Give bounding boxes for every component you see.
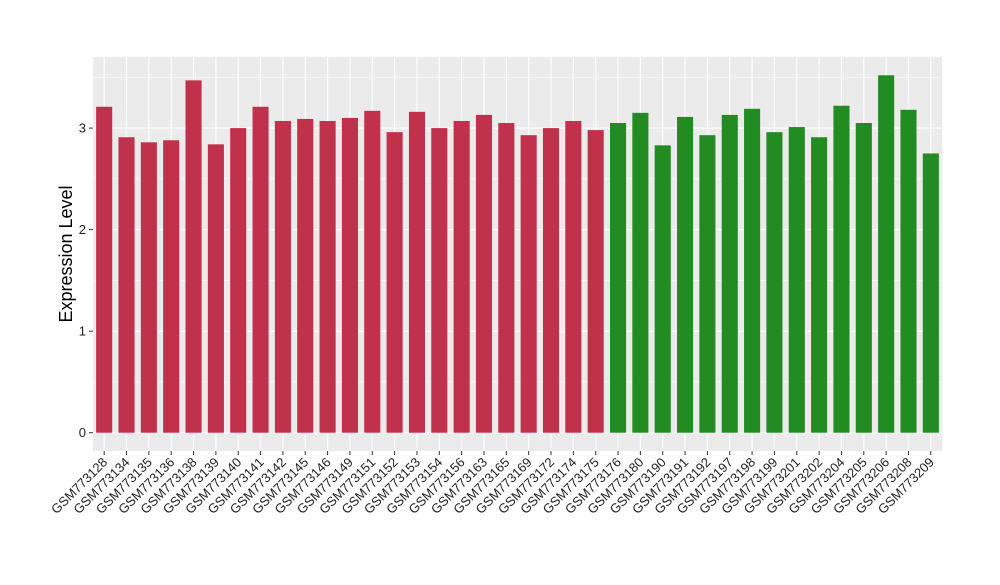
bar-GSM773191	[677, 116, 694, 433]
bar-GSM773206	[878, 75, 895, 433]
bar-GSM773128	[96, 106, 113, 433]
bar-GSM773172	[542, 128, 560, 433]
bar-GSM773141	[252, 106, 269, 433]
bar-GSM773156	[453, 120, 470, 433]
bar-GSM773136	[163, 140, 180, 433]
bar-GSM773149	[341, 117, 358, 433]
bar-GSM773176	[609, 123, 627, 433]
bar-GSM773174	[565, 120, 582, 433]
bar-GSM773180	[632, 112, 649, 433]
y-tick-label: 0	[79, 425, 86, 440]
bar-GSM773198	[744, 108, 761, 433]
x-axis: GSM773128GSM773134GSM773135GSM773136GSM7…	[48, 451, 937, 517]
bar-GSM773199	[766, 132, 783, 433]
bar-GSM773139	[207, 144, 224, 433]
y-axis: 0 1 2 3	[79, 121, 93, 440]
bar-GSM773202	[811, 137, 828, 433]
y-tick-label: 2	[79, 222, 86, 237]
y-tick-label: 1	[79, 324, 86, 339]
bar-GSM773146	[319, 120, 336, 433]
bar-GSM773165	[498, 123, 515, 433]
y-tick-label: 3	[79, 121, 86, 136]
bar-GSM773192	[699, 135, 716, 433]
bar-GSM773205	[855, 123, 872, 433]
bar-GSM773190	[654, 145, 671, 433]
bars	[96, 75, 939, 433]
bar-GSM773142	[274, 120, 291, 433]
bar-GSM773152	[386, 132, 403, 433]
bar-GSM773135	[140, 142, 157, 433]
bar-GSM773154	[431, 128, 448, 433]
bar-GSM773151	[364, 110, 381, 433]
bar-GSM773153	[408, 111, 426, 433]
bar-GSM773197	[721, 114, 738, 433]
y-axis-label: Expression Level	[56, 185, 76, 322]
bar-GSM773209	[922, 153, 939, 433]
bar-GSM773208	[900, 109, 917, 433]
bar-GSM773163	[475, 114, 493, 433]
bar-GSM773175	[587, 130, 604, 433]
bar-GSM773138	[185, 80, 202, 433]
bar-GSM773201	[788, 127, 805, 433]
bar-GSM773134	[118, 137, 135, 433]
bar-GSM773204	[833, 105, 850, 433]
bar-GSM773169	[520, 135, 537, 433]
bar-GSM773140	[230, 128, 247, 433]
bar-GSM773145	[297, 118, 314, 433]
